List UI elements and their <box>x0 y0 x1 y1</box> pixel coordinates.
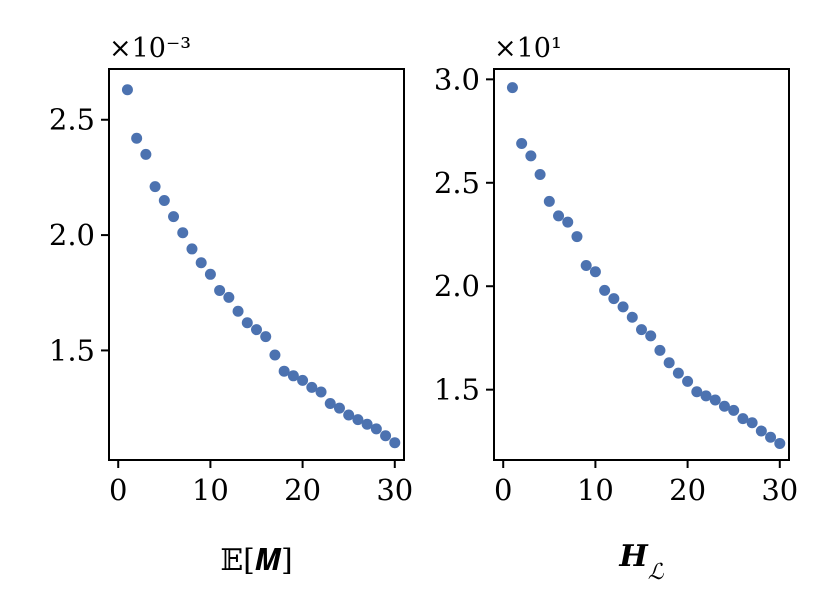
data-point <box>654 344 666 356</box>
data-point <box>663 357 675 369</box>
data-point <box>343 409 355 421</box>
data-point <box>333 402 345 414</box>
data-point <box>251 324 262 336</box>
data-point <box>580 260 592 272</box>
data-point <box>571 231 583 243</box>
data-point <box>608 293 620 305</box>
x-tick-label: 20 <box>669 473 706 507</box>
data-point <box>525 150 537 162</box>
left-scatter-panel: 0 10 20 30 1.5 2.0 2.5 ×10⁻³ 𝔼[𝑴] <box>49 33 413 578</box>
y-offset-label: ×10⁻³ <box>109 33 191 64</box>
data-point <box>232 305 244 317</box>
y-tick-label: 2.0 <box>49 218 95 252</box>
y-tick-label: 2.5 <box>49 103 95 137</box>
data-point <box>149 181 161 193</box>
x-axis-label: 𝔼[𝑴] <box>220 543 292 578</box>
data-point <box>589 266 601 278</box>
data-point <box>269 349 281 361</box>
data-point <box>361 418 373 430</box>
data-point <box>389 437 401 449</box>
data-point <box>223 291 235 303</box>
data-point <box>709 394 721 406</box>
data-point <box>287 370 299 382</box>
data-point <box>140 148 152 160</box>
y-offset-label: ×10¹ <box>494 33 562 64</box>
data-point <box>177 227 189 239</box>
data-point <box>718 400 730 412</box>
x-tick-label: 0 <box>109 473 127 507</box>
data-point <box>506 82 518 94</box>
data-point <box>617 301 629 313</box>
data-point <box>186 243 198 255</box>
data-point <box>765 431 777 443</box>
data-point <box>516 137 528 149</box>
y-tick-label: 1.5 <box>434 373 480 407</box>
y-tick-label: 3.0 <box>434 62 480 96</box>
x-tick-label: 30 <box>761 473 798 507</box>
data-point <box>672 367 684 379</box>
data-point <box>626 311 638 323</box>
data-point <box>691 386 703 398</box>
right-scatter-panel: 0 10 20 30 1.5 2.0 2.5 3.0 ×10¹ 𝑯ℒ <box>434 33 798 585</box>
data-point <box>352 414 364 426</box>
y-tick-label: 2.5 <box>434 166 480 200</box>
data-point <box>195 257 207 269</box>
data-point <box>682 375 694 387</box>
x-tick-label: 10 <box>192 473 229 507</box>
x-tick-label: 0 <box>494 473 512 507</box>
data-point <box>636 324 647 336</box>
data-point <box>543 195 555 207</box>
data-point <box>214 284 226 296</box>
data-point <box>774 437 786 449</box>
data-point <box>168 211 180 223</box>
data-point <box>158 194 170 206</box>
axes-frame <box>493 68 790 461</box>
data-point <box>728 404 740 416</box>
x-axis-label-subscript: ℒ <box>648 560 665 585</box>
data-point <box>370 423 382 435</box>
data-point <box>755 425 767 437</box>
data-point <box>315 386 327 398</box>
data-point <box>121 84 133 96</box>
data-point <box>553 210 565 222</box>
data-point <box>599 284 611 296</box>
data-point <box>260 331 272 343</box>
axes-frame <box>108 68 405 461</box>
data-point <box>131 132 143 144</box>
data-point <box>278 365 290 377</box>
x-axis-label-main: 𝑯 <box>618 539 649 574</box>
data-point <box>700 390 712 402</box>
x-axis-label: 𝑯ℒ <box>618 539 664 585</box>
data-point <box>204 268 216 280</box>
data-point <box>380 430 392 442</box>
data-point <box>324 397 336 409</box>
data-point <box>306 381 318 393</box>
data-point <box>737 413 749 425</box>
x-tick-label: 10 <box>577 473 614 507</box>
data-point <box>241 317 253 329</box>
x-tick-label: 30 <box>376 473 413 507</box>
data-point <box>297 374 309 386</box>
data-point <box>562 216 574 228</box>
y-tick-label: 2.0 <box>434 269 480 303</box>
data-point <box>534 169 546 181</box>
data-point <box>746 417 758 429</box>
data-point <box>645 330 657 342</box>
x-tick-label: 20 <box>284 473 321 507</box>
y-tick-label: 1.5 <box>49 333 95 367</box>
